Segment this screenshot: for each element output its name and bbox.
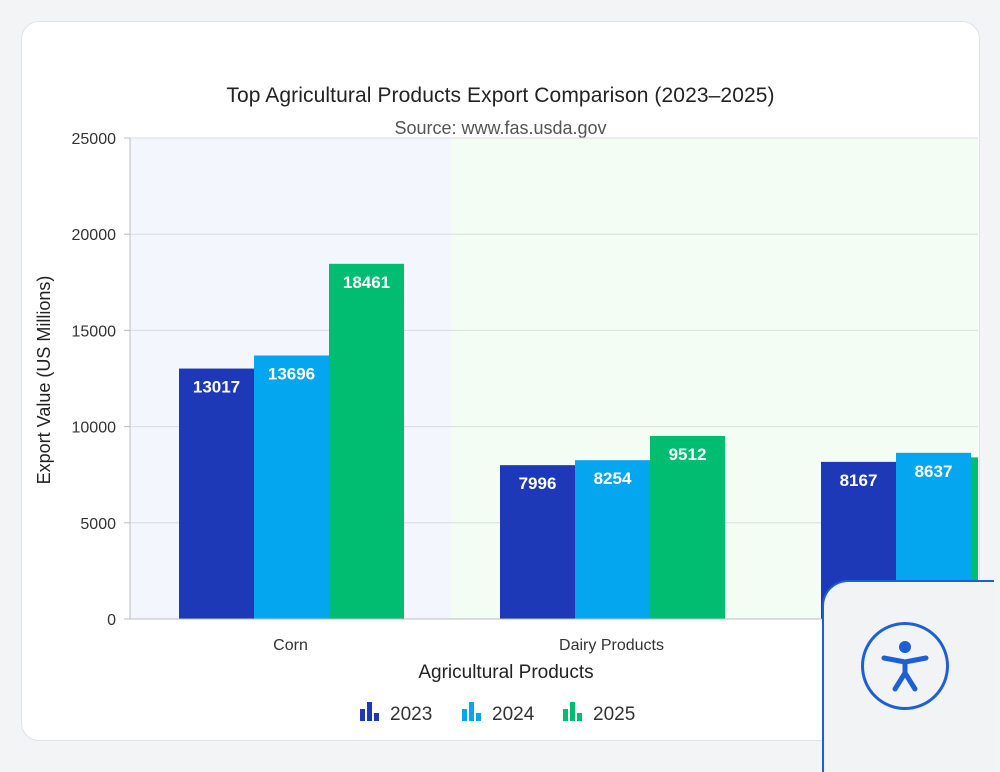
bar-2023-dairy-products[interactable] [500,465,575,619]
chart-subtitle: Source: www.fas.usda.gov [394,118,607,138]
data-label: 18461 [343,273,390,292]
legend-swatch-bar [462,709,467,721]
legend-swatch-bar [469,702,474,721]
legend-label: 2024 [492,704,535,725]
y-tick-label: 15000 [72,323,117,340]
legend-item-2024[interactable]: 2024 [462,702,535,725]
accessibility-button[interactable] [861,622,949,710]
legend-item-2023[interactable]: 2023 [360,702,432,725]
data-label: 13696 [268,364,315,383]
bar-2025-corn[interactable] [329,263,404,619]
bar-2025-dairy-products[interactable] [650,435,725,619]
chart-title: Top Agricultural Products Export Compari… [226,84,775,107]
x-tick-label: Corn [273,637,308,654]
accessibility-icon [881,641,929,692]
data-label: 8637 [915,462,953,481]
legend-swatch-bar [476,713,481,721]
bar-2024-corn[interactable] [254,355,329,619]
y-tick-label: 20000 [72,227,117,244]
legend-label: 2023 [390,704,432,725]
legend-swatch-bar [563,709,568,721]
data-label: 13017 [193,378,240,397]
legend-item-2025[interactable]: 2025 [563,702,635,725]
bar-2023-corn[interactable] [179,368,254,619]
x-tick-label: Dairy Products [559,637,664,654]
y-tick-label: 25000 [72,131,117,148]
y-tick-label: 10000 [72,420,117,437]
y-tick-label: 0 [107,612,116,629]
y-axis-title: Export Value (US Millions) [34,276,54,485]
legend-label: 2025 [593,704,635,725]
bar-2025-cat2[interactable] [971,457,1000,619]
data-label: 9512 [669,445,707,464]
data-label: 7996 [519,474,557,493]
data-label: 8167 [840,471,878,490]
data-label: 8254 [594,469,632,488]
legend-swatch-bar [570,702,575,721]
x-axis-title: Agricultural Products [418,662,593,683]
legend-swatch-bar [367,702,372,721]
y-tick-label: 5000 [80,516,116,533]
bar-2024-dairy-products[interactable] [575,460,650,619]
legend-swatch-bar [360,709,365,721]
legend-swatch-bar [577,713,582,721]
legend-swatch-bar [374,713,379,721]
